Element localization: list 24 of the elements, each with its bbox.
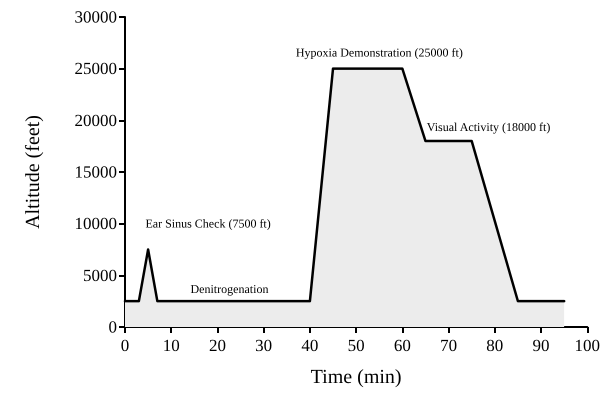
y-tick-label: 5000 <box>83 266 117 285</box>
x-tick-label: 100 <box>574 336 600 355</box>
x-tick-label: 20 <box>208 336 226 355</box>
y-tick-label: 30000 <box>74 8 117 26</box>
x-tick-label: 90 <box>532 336 550 355</box>
x-tick-label: 40 <box>301 336 318 355</box>
x-tick-label: 0 <box>120 336 130 355</box>
x-tick-label: 70 <box>440 336 458 355</box>
annotation: Denitrogenation <box>190 282 268 296</box>
y-tick-label: 10000 <box>74 214 117 234</box>
x-axis-title: Time (min) <box>310 366 402 388</box>
y-tick-label: 0 <box>108 318 117 336</box>
y-tick-label: 25000 <box>74 59 117 78</box>
annotation: Hypoxia Demonstration (25000 ft) <box>296 46 463 60</box>
x-tick-label: 10 <box>162 336 180 355</box>
x-tick-label: 60 <box>394 336 411 355</box>
annotation: Visual Activity (18000 ft) <box>426 120 550 134</box>
x-tick-label: 30 <box>255 336 272 355</box>
y-axis-title: Altitude (feet) <box>22 115 44 229</box>
x-tick-label: 80 <box>486 336 504 355</box>
annotation: Ear Sinus Check (7500 ft) <box>145 216 271 230</box>
y-tick-label: 20000 <box>74 110 117 130</box>
x-tick-label: 50 <box>348 336 365 355</box>
y-tick-label: 15000 <box>74 162 117 182</box>
